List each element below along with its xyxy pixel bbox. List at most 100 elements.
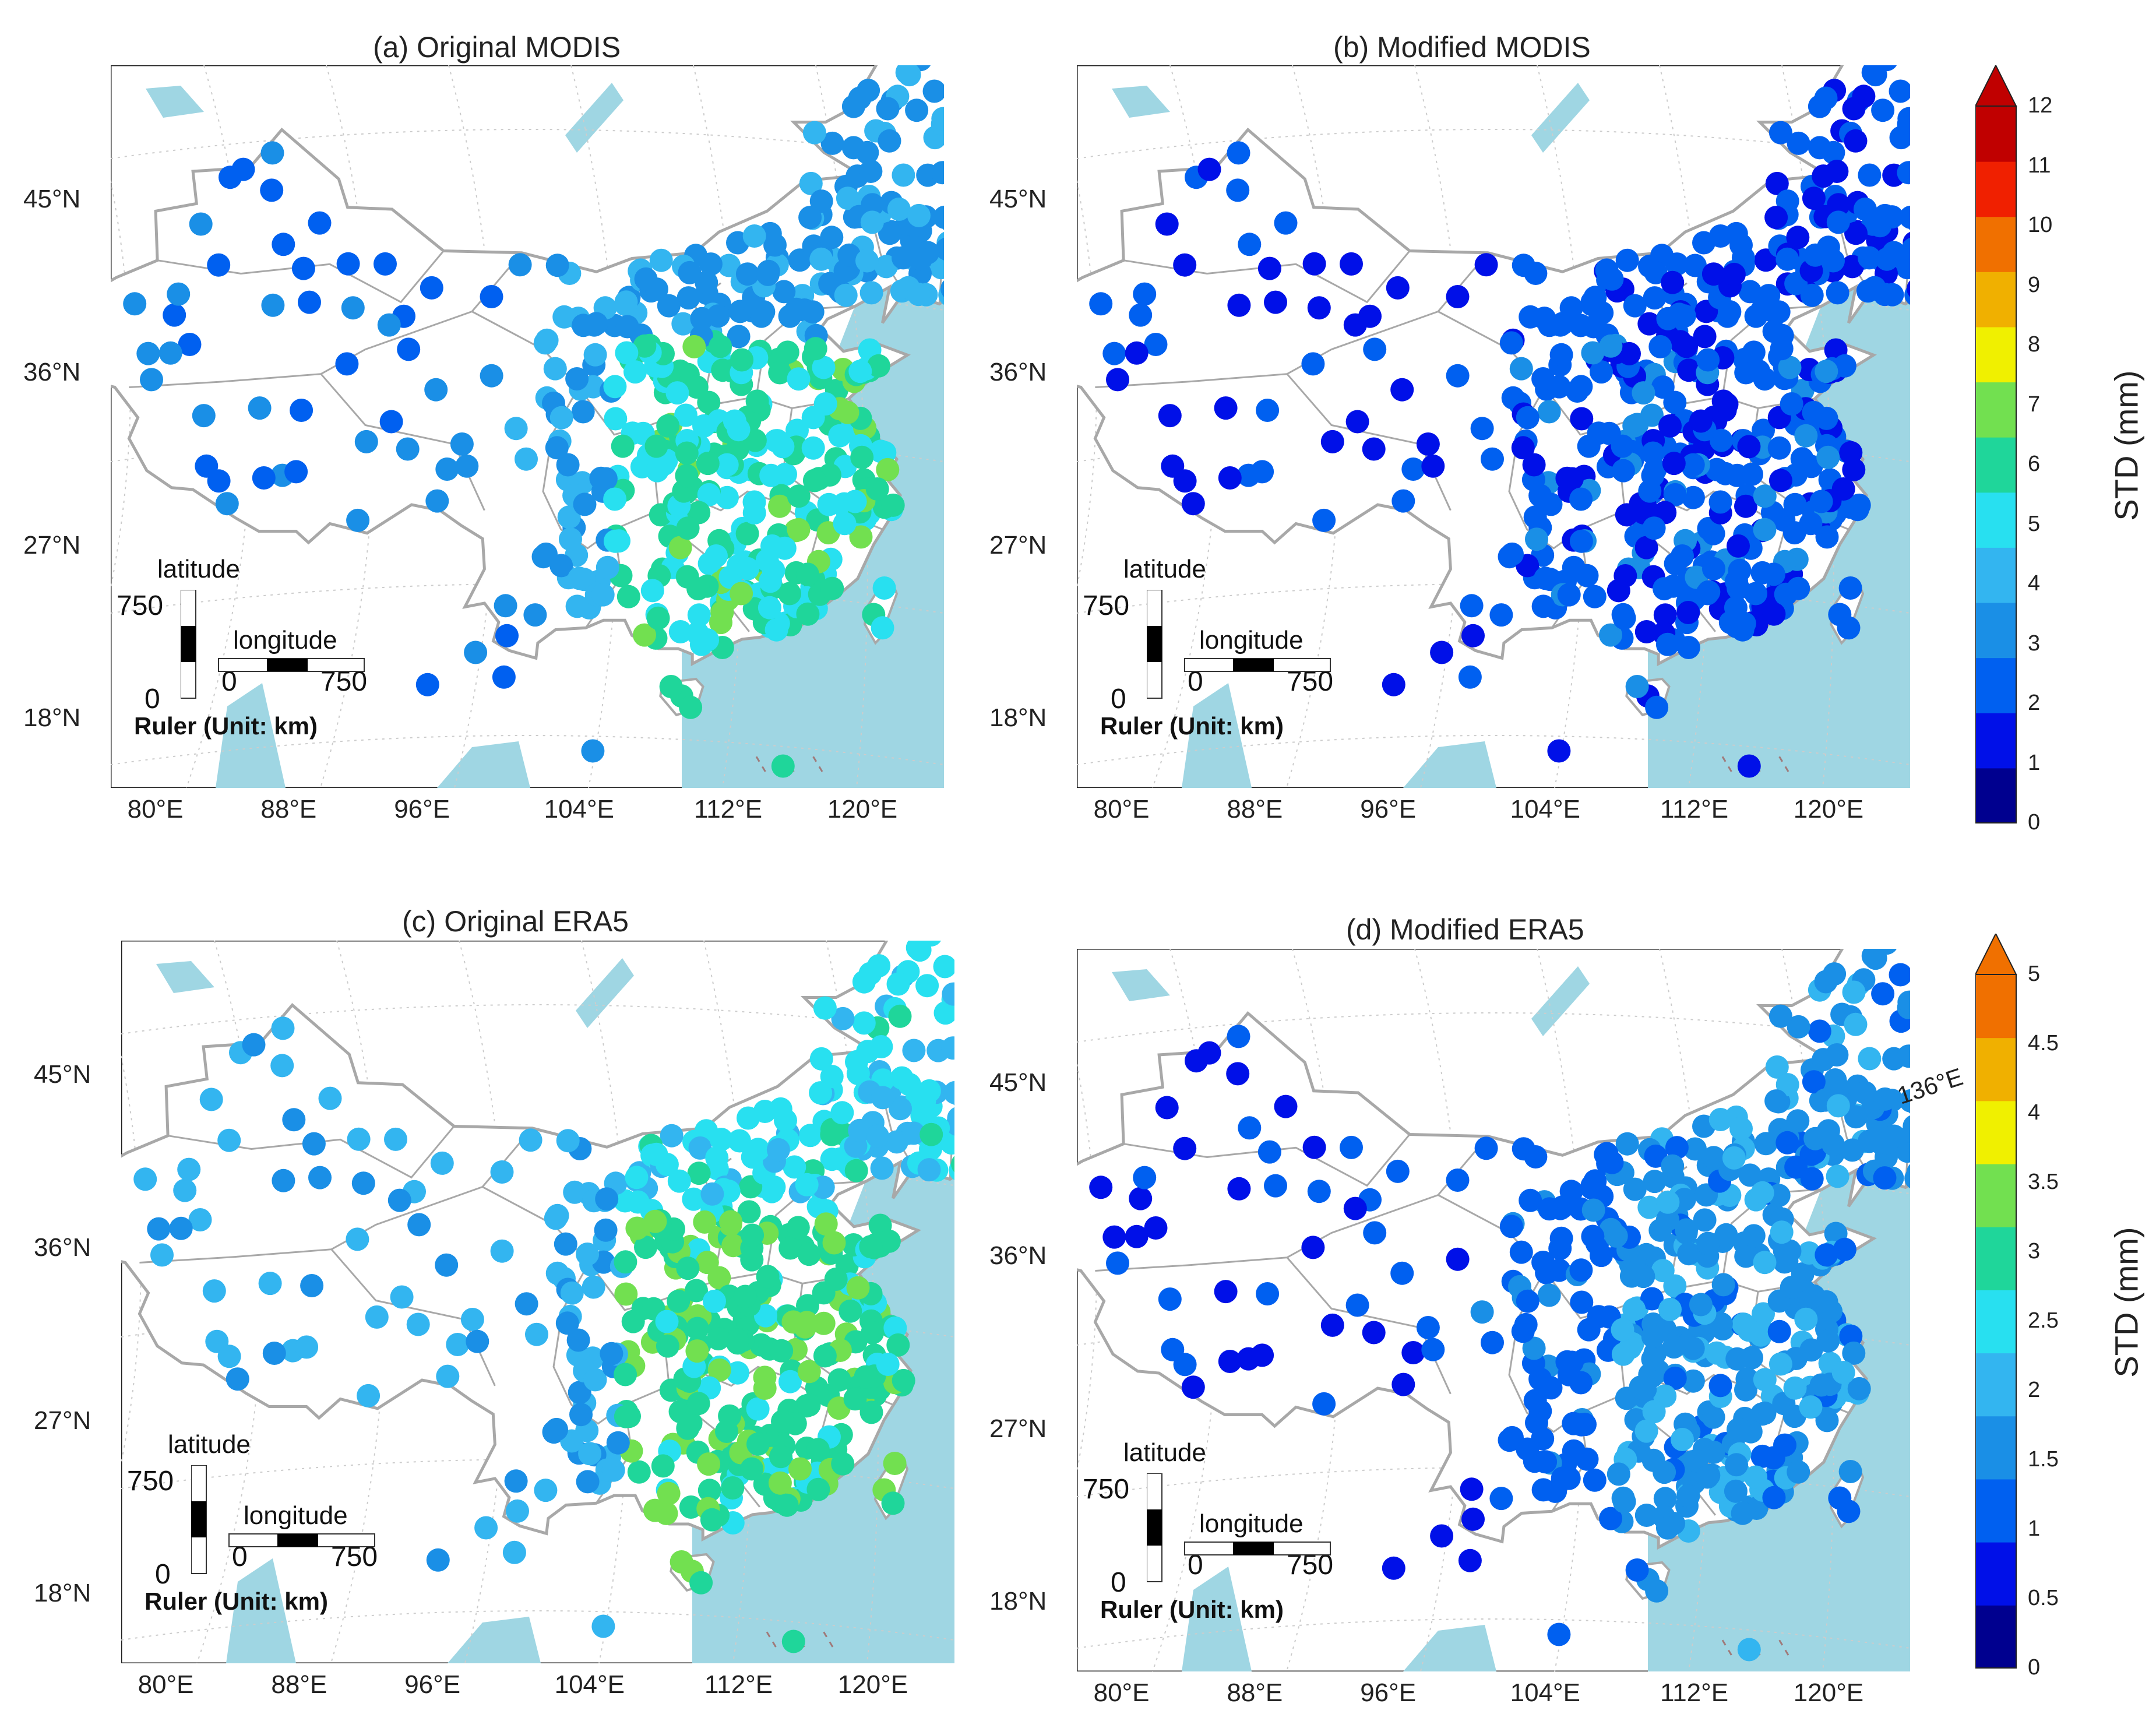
station-marker bbox=[596, 555, 619, 579]
station-marker bbox=[1362, 437, 1386, 461]
station-marker bbox=[1226, 1062, 1250, 1086]
station-marker bbox=[1724, 596, 1748, 620]
lake-balkhash bbox=[156, 961, 214, 993]
lake-baikal bbox=[565, 83, 623, 153]
station-marker bbox=[634, 1236, 657, 1259]
station-marker bbox=[1641, 1325, 1665, 1349]
station-marker bbox=[133, 1167, 157, 1191]
station-marker bbox=[1569, 487, 1593, 511]
station-marker bbox=[809, 1047, 833, 1071]
station-marker bbox=[603, 529, 627, 553]
station-marker bbox=[615, 341, 639, 365]
station-marker bbox=[820, 1065, 844, 1089]
station-marker bbox=[167, 282, 191, 306]
station-marker bbox=[384, 1127, 407, 1151]
station-marker bbox=[1762, 1486, 1786, 1509]
station-marker bbox=[1391, 489, 1415, 513]
station-marker bbox=[1794, 1307, 1818, 1331]
station-marker bbox=[865, 477, 889, 501]
station-marker bbox=[1787, 131, 1810, 155]
station-marker bbox=[1634, 1504, 1658, 1527]
colorbar-tick-label: 0 bbox=[2028, 810, 2041, 835]
station-marker bbox=[667, 1169, 691, 1193]
station-marker bbox=[490, 1160, 514, 1184]
station-marker bbox=[1767, 1319, 1791, 1343]
station-marker bbox=[1858, 1047, 1882, 1071]
station-marker bbox=[1858, 1129, 1881, 1153]
station-marker bbox=[1551, 1195, 1574, 1219]
station-marker bbox=[1702, 557, 1725, 580]
station-marker bbox=[719, 1210, 743, 1234]
station-marker bbox=[1345, 1293, 1369, 1317]
dashed-boundary bbox=[766, 1631, 778, 1650]
station-marker bbox=[515, 1292, 538, 1316]
station-marker bbox=[1799, 512, 1823, 536]
station-marker bbox=[1737, 1318, 1761, 1342]
station-marker bbox=[1391, 1372, 1415, 1396]
station-marker bbox=[1197, 1041, 1221, 1065]
station-marker bbox=[377, 313, 401, 337]
station-marker bbox=[1770, 337, 1794, 361]
station-marker bbox=[474, 1516, 498, 1540]
station-marker bbox=[1390, 378, 1414, 402]
colorbar-tick-label: 5 bbox=[2028, 511, 2041, 536]
station-marker bbox=[1897, 990, 1910, 1014]
station-marker bbox=[1808, 1019, 1831, 1043]
station-marker bbox=[1769, 121, 1792, 145]
station-marker bbox=[1731, 1501, 1755, 1525]
dashed-boundary bbox=[812, 756, 825, 775]
station-marker bbox=[1531, 367, 1555, 390]
station-marker bbox=[858, 962, 882, 986]
station-marker bbox=[1844, 129, 1868, 153]
station-marker bbox=[889, 1097, 912, 1121]
colorbar-segment bbox=[1975, 1226, 2016, 1290]
sea-area-bay bbox=[226, 1558, 296, 1663]
longitude-label: 80°E bbox=[1093, 1678, 1150, 1707]
station-marker bbox=[759, 569, 782, 593]
station-marker bbox=[756, 1265, 780, 1289]
station-marker bbox=[1581, 1224, 1605, 1248]
longitude-label: 112°E bbox=[694, 795, 763, 823]
station-marker bbox=[1489, 603, 1513, 627]
station-marker bbox=[1905, 1095, 1910, 1114]
station-marker bbox=[771, 435, 795, 459]
station-marker bbox=[1158, 1287, 1182, 1311]
station-marker bbox=[1562, 1439, 1586, 1463]
station-marker bbox=[1889, 963, 1910, 987]
longitude-label: 88°E bbox=[1227, 1678, 1283, 1707]
station-marker bbox=[710, 601, 734, 624]
station-marker bbox=[545, 436, 569, 460]
station-marker bbox=[1701, 1146, 1725, 1170]
station-marker bbox=[446, 1333, 470, 1356]
ruler-horizontal-fill bbox=[1233, 659, 1274, 671]
station-marker bbox=[1837, 616, 1861, 640]
station-marker bbox=[1731, 618, 1755, 642]
station-marker bbox=[869, 1035, 893, 1058]
station-marker bbox=[1363, 1221, 1387, 1245]
station-marker bbox=[1307, 296, 1331, 320]
station-marker bbox=[829, 1147, 852, 1171]
station-marker bbox=[771, 1409, 794, 1433]
station-marker bbox=[1653, 1460, 1676, 1484]
station-marker bbox=[136, 342, 160, 365]
station-marker bbox=[1873, 203, 1897, 227]
station-marker bbox=[1770, 1220, 1794, 1244]
station-marker bbox=[1226, 178, 1250, 202]
station-marker bbox=[1708, 490, 1732, 514]
station-marker bbox=[940, 280, 944, 297]
station-marker bbox=[1661, 270, 1685, 294]
station-marker bbox=[625, 1166, 649, 1189]
station-marker bbox=[1814, 970, 1838, 994]
station-marker bbox=[1750, 1181, 1774, 1205]
station-marker bbox=[1802, 1284, 1826, 1308]
panel-title-d: (d) Modified ERA5 bbox=[1346, 913, 1584, 946]
station-marker bbox=[1701, 1405, 1725, 1429]
station-marker bbox=[1662, 1335, 1686, 1359]
station-marker bbox=[231, 157, 255, 181]
station-marker bbox=[1662, 452, 1686, 476]
station-marker bbox=[897, 65, 921, 87]
station-marker bbox=[464, 640, 488, 664]
station-marker bbox=[407, 1213, 431, 1237]
station-marker bbox=[745, 389, 769, 413]
station-marker bbox=[559, 527, 582, 551]
